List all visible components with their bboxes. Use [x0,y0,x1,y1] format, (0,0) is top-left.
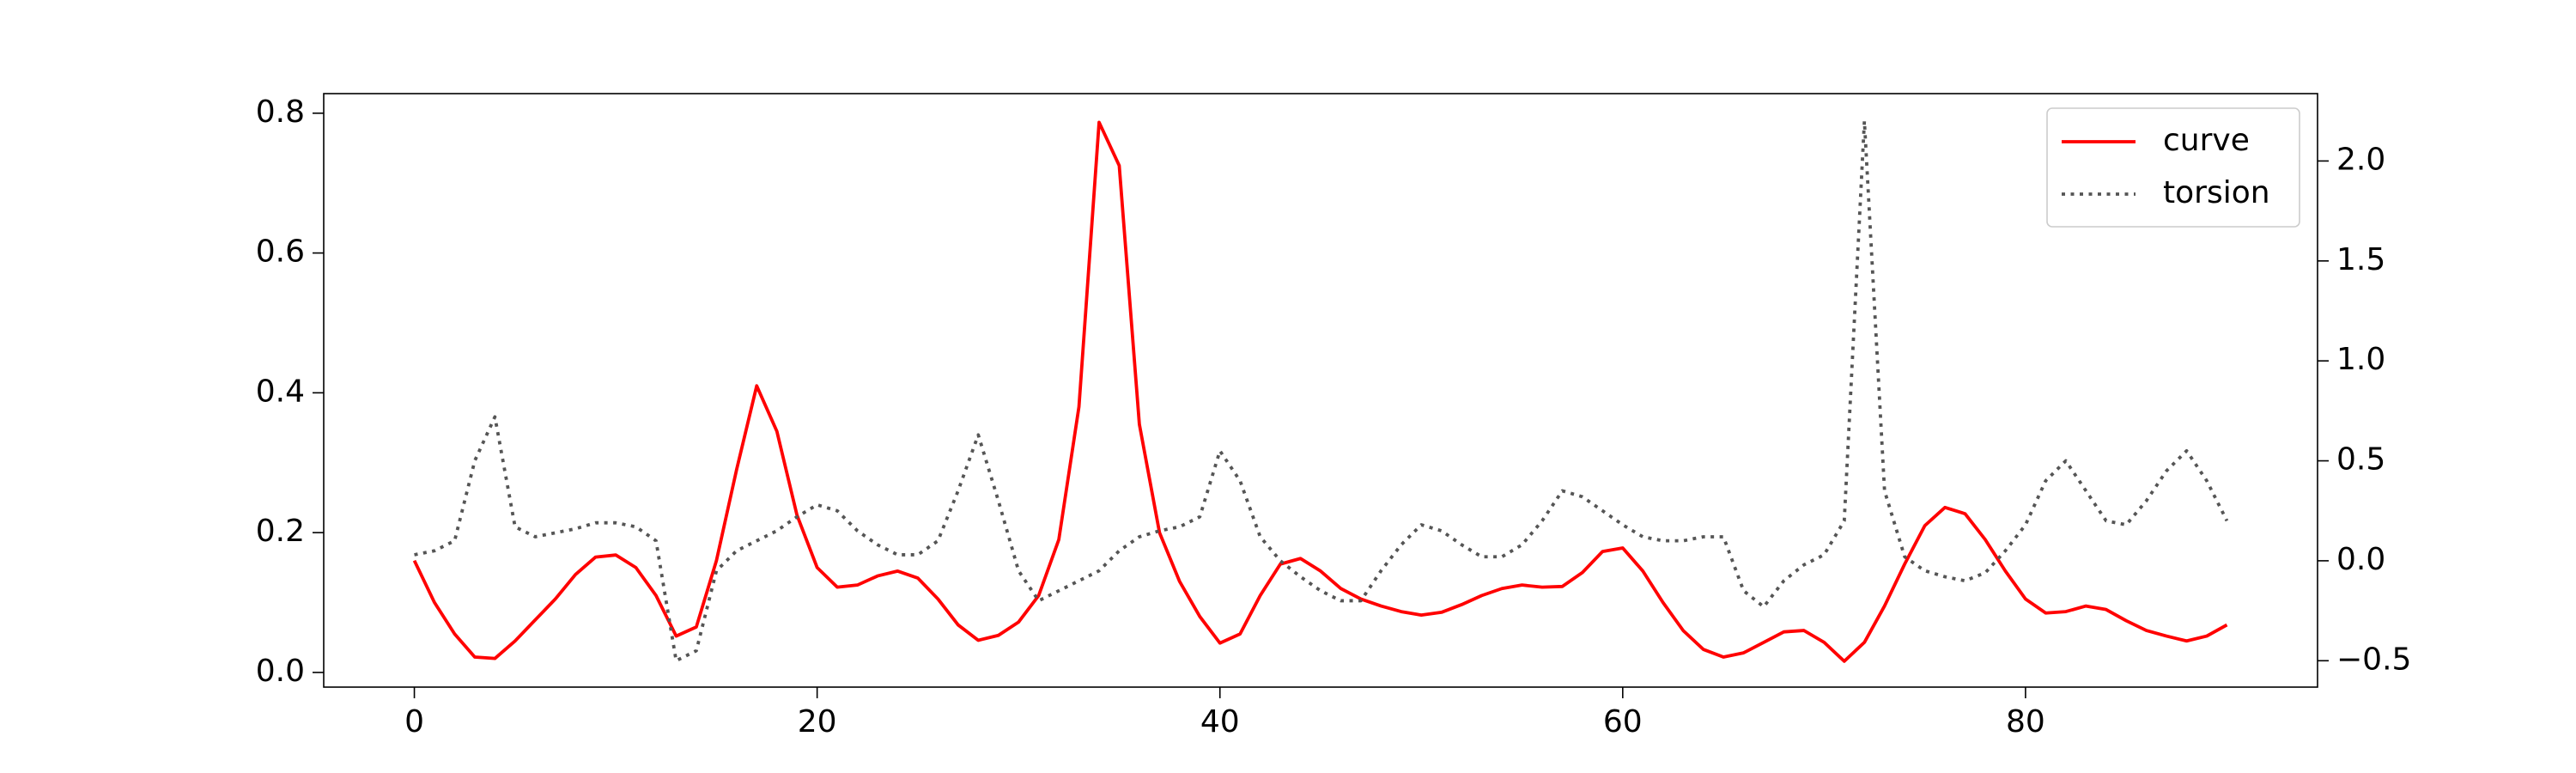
y-tick-label: 0.2 [256,514,305,549]
x-tick-label: 60 [1603,704,1643,740]
x-tick-label: 0 [404,704,424,740]
y2-tick-label: 0.0 [2336,542,2385,577]
y-tick-label: 0.8 [256,94,305,130]
y2-tick-label: 1.0 [2336,342,2385,377]
series-line [412,120,2228,663]
y-tick-label: 0.6 [256,234,305,270]
legend-label: torsion [2163,175,2270,210]
plot-frame [323,93,2318,688]
legend-box [2046,107,2300,228]
x-tick-label: 80 [2006,704,2045,740]
y2-tick-label: 0.5 [2336,442,2385,478]
series-line [414,119,2229,663]
x-tick-label: 40 [1200,704,1240,740]
legend-label: curve [2163,123,2250,158]
y2-tick-label: 2.0 [2336,142,2385,177]
y-tick-label: 0.4 [256,374,305,409]
x-tick-label: 20 [798,704,837,740]
y-tick-label: 0.0 [256,654,305,689]
legend: curve torsion [2046,107,2300,228]
y2-tick-label: −0.5 [2336,642,2411,677]
y2-tick-label: 1.5 [2336,242,2385,277]
